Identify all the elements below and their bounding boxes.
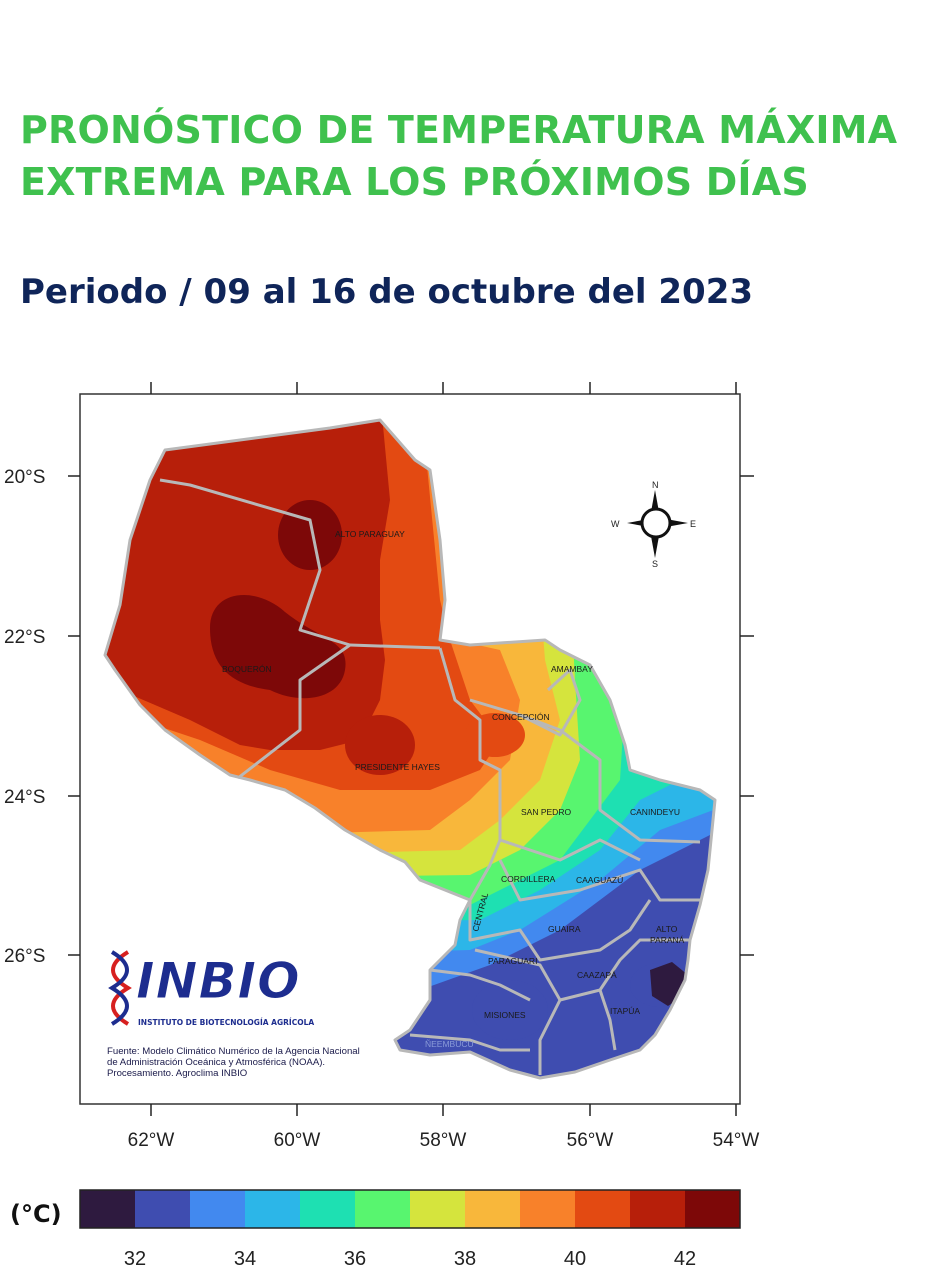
label-san-pedro: SAN PEDRO <box>521 807 571 817</box>
legend-unit: (°C) <box>10 1200 62 1228</box>
legend-tick-label: 40 <box>563 1248 587 1270</box>
lat-label-24s: 24°S <box>4 787 46 808</box>
title-line-2: EXTREMA PARA LOS PRÓXIMOS DÍAS <box>20 160 809 204</box>
lon-label-56w: 56°W <box>566 1130 614 1151</box>
lon-label-62w: 62°W <box>127 1130 175 1151</box>
period-subtitle: Periodo / 09 al 16 de octubre del 2023 <box>20 272 754 312</box>
legend-swatch <box>410 1190 466 1228</box>
logo-subtitle: INSTITUTO DE BIOTECNOLOGÍA AGRÍCOLA <box>138 1018 315 1027</box>
logo-name: INBIO <box>136 952 301 1011</box>
legend-swatch <box>630 1190 686 1228</box>
label-alto-paraguay: ALTO PARAGUAY <box>335 529 405 539</box>
lat-label-20s: 20°S <box>4 467 46 488</box>
label-paraguari: PARAGUARI <box>488 956 537 966</box>
lat-label-22s: 22°S <box>4 627 46 648</box>
compass-s: S <box>652 559 658 569</box>
label-boqueron: BOQUERÓN <box>222 664 272 674</box>
source-line-1: Fuente: Modelo Climático Numérico de la … <box>107 1046 360 1057</box>
lat-label-26s: 26°S <box>4 946 46 967</box>
legend-swatch <box>135 1190 191 1228</box>
legend-swatch <box>190 1190 246 1228</box>
inbio-logo: INBIO INSTITUTO DE BIOTECNOLOGÍA AGRÍCOL… <box>104 948 344 1032</box>
department-borders <box>103 418 717 1080</box>
label-canindeyu: CANINDEYU <box>630 807 680 817</box>
legend-swatch <box>80 1190 136 1228</box>
label-itapua: ITAPÚA <box>610 1006 640 1016</box>
legend-swatch <box>520 1190 576 1228</box>
title-line-1: PRONÓSTICO DE TEMPERATURA MÁXIMA <box>20 108 898 152</box>
legend-tick-label: 32 <box>123 1248 147 1270</box>
label-alto-parana-2: PARANÁ <box>650 935 685 945</box>
label-amambay: AMAMBAY <box>551 664 593 674</box>
label-caaguazu: CAAGUAZÚ <box>576 875 623 885</box>
compass-w: W <box>611 519 620 529</box>
lon-label-58w: 58°W <box>419 1130 467 1151</box>
compass-rose-icon: N S W E <box>611 480 696 569</box>
legend-tick-label: 34 <box>233 1248 257 1270</box>
label-neembucu: ÑEEMBUCU <box>425 1039 474 1049</box>
legend-swatch <box>300 1190 356 1228</box>
lon-label-54w: 54°W <box>712 1130 760 1151</box>
legend-border <box>79 1189 741 1229</box>
legend-swatch <box>575 1190 631 1228</box>
label-caazapa: CAAZAPÁ <box>577 970 617 980</box>
axis-ticks <box>68 382 754 1116</box>
label-concepcion: CONCEPCIÓN <box>492 712 550 722</box>
source-line-3: Procesamiento. Agroclima INBIO <box>107 1068 248 1079</box>
source-note: Fuente: Modelo Climático Numérico de la … <box>107 1046 360 1079</box>
legend-tick-label: 36 <box>343 1248 367 1270</box>
label-alto-parana-1: ALTO <box>656 924 678 934</box>
legend-tick-label: 38 <box>453 1248 477 1270</box>
label-cordillera: CORDILLERA <box>501 874 556 884</box>
compass-e: E <box>690 519 696 529</box>
legend-colorbar-svg <box>79 1189 741 1229</box>
dna-helix-icon <box>108 950 132 1026</box>
source-line-2: de Administración Oceánica y Atmosférica… <box>107 1057 326 1068</box>
legend-swatch <box>685 1190 741 1228</box>
temperature-map: ALTO PARAGUAY BOQUERÓN PRESIDENTE HAYES … <box>68 382 754 1116</box>
label-presidente-hayes: PRESIDENTE HAYES <box>355 762 440 772</box>
legend-swatch <box>355 1190 411 1228</box>
lon-label-60w: 60°W <box>273 1130 321 1151</box>
legend-tick-label: 42 <box>673 1248 697 1270</box>
region-labels: ALTO PARAGUAY BOQUERÓN PRESIDENTE HAYES … <box>222 529 685 1049</box>
legend-swatch <box>245 1190 301 1228</box>
legend-swatch <box>465 1190 521 1228</box>
label-misiones: MISIONES <box>484 1010 526 1020</box>
label-guaira: GUAIRA <box>548 924 581 934</box>
page-title: PRONÓSTICO DE TEMPERATURA MÁXIMA EXTREMA… <box>20 104 920 208</box>
compass-n: N <box>652 480 659 490</box>
